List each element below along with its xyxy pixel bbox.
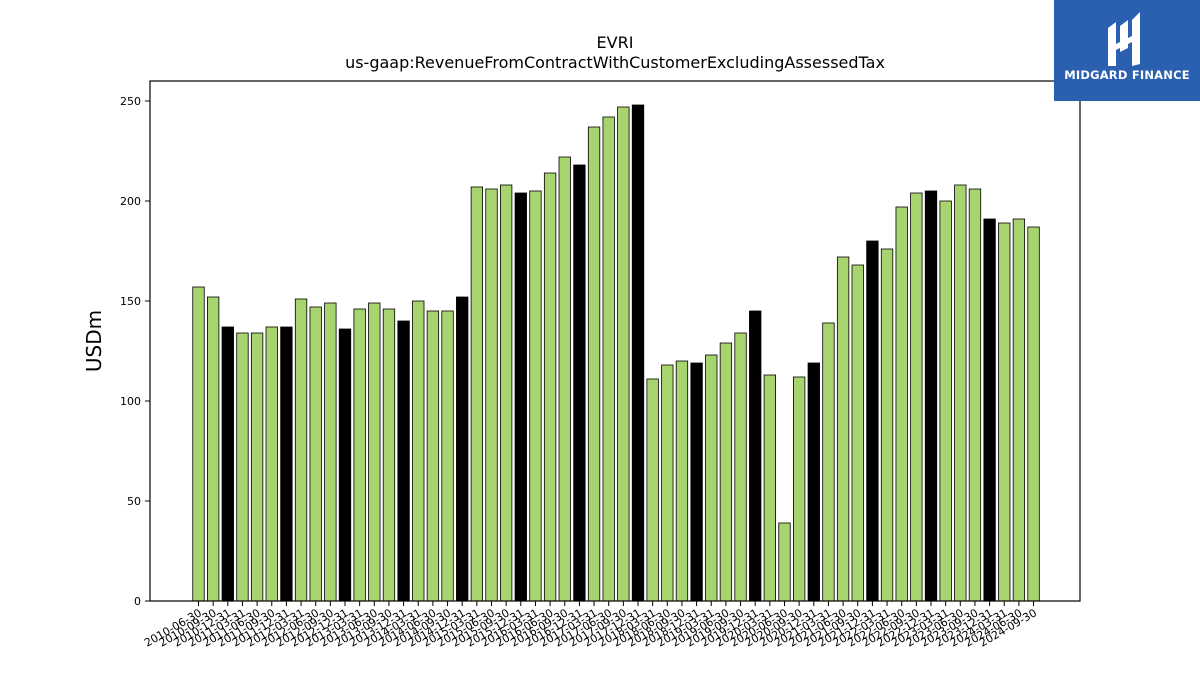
chart-title: EVRI: [597, 33, 634, 52]
bar: [456, 296, 469, 602]
x-axis-ticks: 2010-06-302010-09-302010-12-312011-03-31…: [142, 601, 1039, 650]
bar: [968, 188, 982, 602]
bar: [1027, 226, 1040, 602]
bar: [749, 310, 762, 602]
bar: [338, 328, 352, 602]
bar: [998, 222, 1011, 602]
bar: [705, 354, 718, 602]
bar: [763, 374, 776, 602]
bar: [412, 300, 425, 602]
bar: [280, 326, 293, 602]
y-tick-label: 250: [120, 95, 141, 108]
y-tick-label: 150: [120, 295, 141, 308]
bar: [719, 342, 733, 602]
bar: [880, 248, 894, 602]
bar: [807, 362, 820, 602]
bar: [631, 104, 645, 602]
y-tick-label: 0: [134, 595, 141, 608]
y-axis-label: USDm: [82, 310, 106, 372]
bar: [441, 310, 454, 602]
bar: [382, 308, 396, 602]
bar: [924, 190, 938, 602]
bar: [734, 332, 747, 602]
bar: [851, 264, 864, 602]
bar: [485, 188, 498, 602]
bar: [426, 310, 440, 602]
bar: [324, 302, 337, 602]
bar: [910, 192, 923, 602]
bar: [983, 218, 996, 602]
plot-frame: [149, 80, 1081, 602]
bar: [529, 190, 542, 602]
bar: [954, 184, 967, 602]
bar: [294, 298, 308, 602]
bar: [397, 320, 410, 602]
bar: [192, 286, 205, 602]
bar: [514, 192, 527, 602]
y-axis-ticks: 0 50 100 150 200 250: [120, 95, 150, 608]
bar: [470, 186, 484, 602]
logo-mark-icon: [1108, 12, 1140, 66]
bar: [368, 302, 381, 602]
bar: [646, 378, 659, 602]
bar: [573, 164, 586, 602]
bar: [587, 126, 601, 602]
bar: [793, 376, 806, 602]
bar: [1012, 218, 1026, 602]
bar: [836, 256, 850, 602]
bar: [265, 326, 278, 602]
bar: [221, 326, 234, 602]
bars-group: [192, 104, 1040, 602]
bar: [675, 360, 689, 602]
chart-subtitle: us-gaap:RevenueFromContractWithCustomerE…: [345, 53, 885, 72]
bar: [617, 106, 630, 602]
bar: [602, 116, 615, 602]
bar: [690, 362, 703, 602]
y-tick-label: 100: [120, 395, 141, 408]
bar: [309, 306, 322, 602]
y-tick-label: 50: [127, 495, 141, 508]
bar: [558, 156, 571, 602]
bar: [939, 200, 952, 602]
bar: [822, 322, 835, 602]
bar: [661, 364, 674, 602]
bar: [250, 332, 264, 602]
bar: [236, 332, 249, 602]
midgard-finance-logo: MIDGARD FINANCE: [1054, 0, 1200, 101]
bar: [895, 206, 908, 602]
bar: [778, 522, 791, 602]
bar: [543, 172, 557, 602]
bar: [866, 240, 879, 602]
y-tick-label: 200: [120, 195, 141, 208]
bar: [499, 184, 513, 602]
bar: [353, 308, 366, 602]
logo-text: MIDGARD FINANCE: [1064, 68, 1190, 82]
bar: [206, 296, 220, 602]
